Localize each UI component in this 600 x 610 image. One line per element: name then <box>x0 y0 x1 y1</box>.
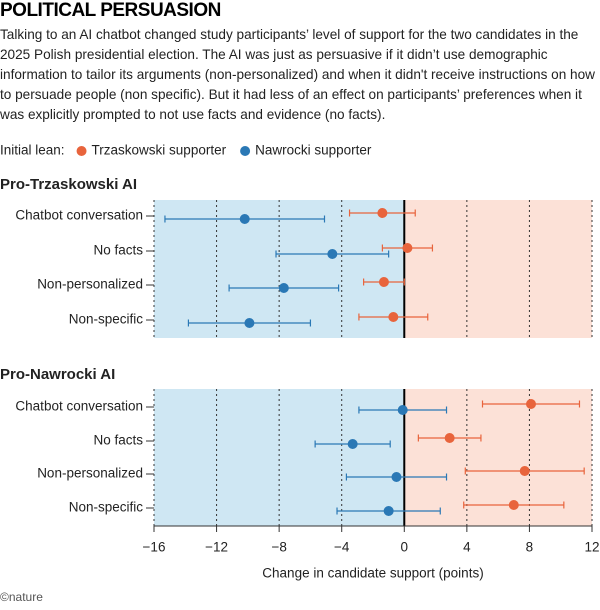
positive-region <box>404 200 592 338</box>
category-label: Non-personalized <box>37 466 143 481</box>
x-tick-label: −16 <box>143 540 166 555</box>
dot <box>508 500 519 510</box>
title: POLITICAL PERSUASION <box>0 0 221 21</box>
source: ©nature <box>0 590 43 604</box>
x-axis-label: Change in candidate support (points) <box>262 566 483 581</box>
dot <box>347 439 358 449</box>
category-label: No facts <box>93 433 143 448</box>
x-tick-label: 0 <box>401 540 409 555</box>
x-tick-label: 4 <box>463 540 471 555</box>
positive-region <box>404 389 592 526</box>
category-label: Chatbot conversation <box>15 208 143 223</box>
category-label: Non-specific <box>69 312 144 327</box>
category-label: Non-personalized <box>37 277 143 292</box>
panel-title: Pro-Nawrocki AI <box>0 366 115 383</box>
dot <box>397 405 408 415</box>
dot <box>327 249 338 259</box>
legend-title: Initial lean: <box>0 143 65 158</box>
dot <box>383 506 394 516</box>
category-label: Non-specific <box>69 500 144 515</box>
dot <box>525 399 536 409</box>
panel-title: Pro-Trzaskowski AI <box>0 176 137 193</box>
dot <box>278 283 289 293</box>
x-tick-label: −4 <box>334 540 350 555</box>
dot <box>244 318 255 328</box>
dot <box>444 433 455 443</box>
x-tick-label: −12 <box>205 540 228 555</box>
dot <box>391 472 402 482</box>
category-label: No facts <box>93 243 143 258</box>
legend-label: Nawrocki supporter <box>255 143 372 158</box>
legend-label: Trzaskowski supporter <box>92 143 227 158</box>
x-tick-label: 8 <box>526 540 534 555</box>
dot <box>388 312 399 322</box>
dot <box>519 466 530 476</box>
subtitle: Talking to an AI chatbot changed study p… <box>0 27 595 122</box>
dot <box>239 214 250 224</box>
x-tick-label: −8 <box>271 540 286 555</box>
legend-marker <box>76 146 87 156</box>
dot <box>378 277 389 287</box>
x-tick-label: 12 <box>584 540 599 555</box>
category-label: Chatbot conversation <box>15 399 143 414</box>
dot <box>402 243 413 253</box>
negative-region <box>154 389 405 526</box>
dot <box>377 208 388 218</box>
legend-marker <box>240 146 251 156</box>
